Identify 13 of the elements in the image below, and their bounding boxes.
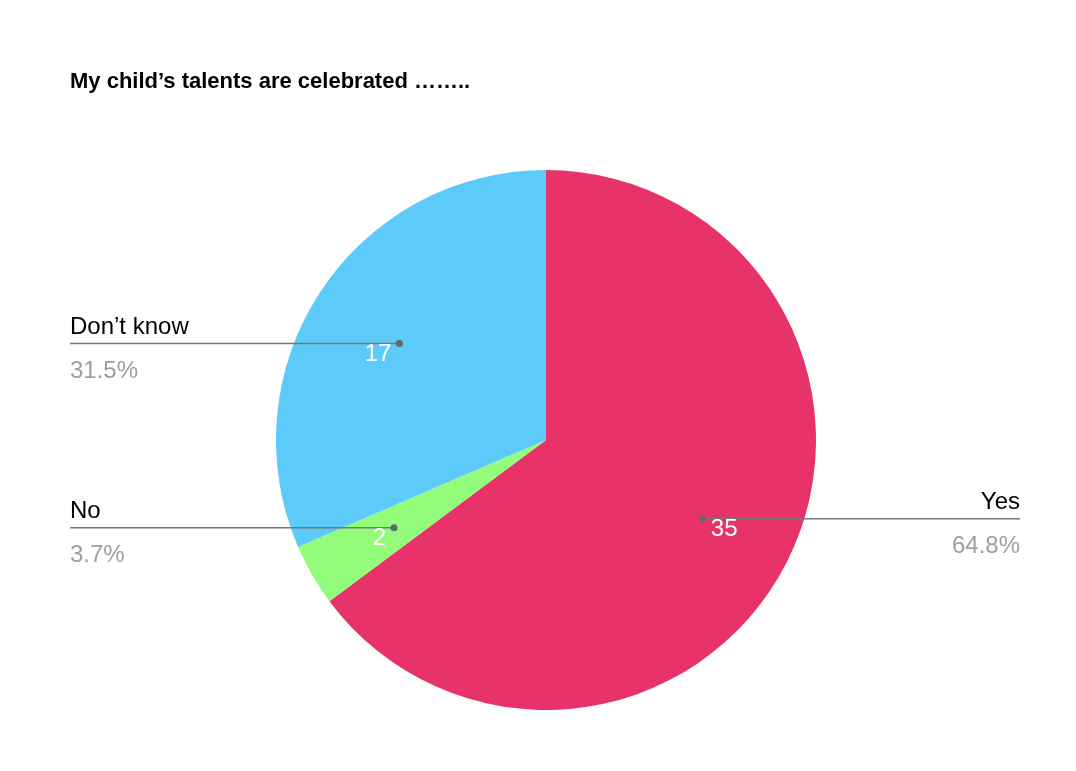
chart-title: My child’s talents are celebrated …….. (70, 68, 471, 93)
text: 3.7% (70, 539, 125, 567)
data-label: 2 (372, 522, 387, 550)
data-label: 35 (710, 513, 738, 541)
slice-label: Don’t know (70, 311, 190, 339)
slice-label: No (70, 495, 101, 523)
data-label: 17 (364, 338, 392, 366)
text: 64.8% (951, 530, 1020, 558)
slice-label: Yes (980, 486, 1020, 514)
pie-slice (276, 170, 546, 547)
pie-slice (329, 170, 816, 710)
text: 31.5% (70, 355, 139, 383)
pie-slice (298, 440, 546, 602)
